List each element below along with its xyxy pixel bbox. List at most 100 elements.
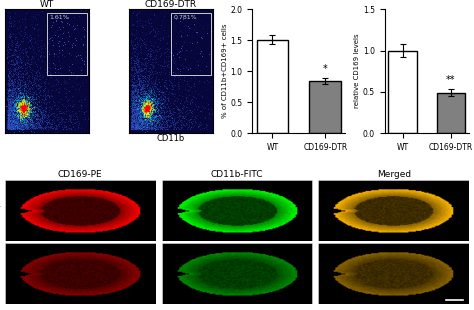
- Point: [132, 117, 140, 122]
- Point: [160, 112, 167, 117]
- Point: [20, 110, 27, 115]
- Point: [18, 127, 26, 132]
- Point: [22, 113, 30, 117]
- Point: [181, 113, 189, 118]
- Point: [6, 80, 13, 85]
- Point: [137, 113, 145, 118]
- Point: [44, 56, 51, 61]
- Point: [12, 100, 19, 105]
- Point: [5, 71, 13, 76]
- Point: [146, 99, 154, 104]
- Point: [12, 122, 19, 127]
- Point: [132, 118, 140, 123]
- Point: [132, 66, 140, 71]
- Point: [147, 96, 155, 101]
- Point: [165, 113, 173, 118]
- Point: [17, 122, 24, 127]
- Point: [150, 81, 158, 86]
- Point: [18, 122, 25, 127]
- Point: [37, 103, 45, 108]
- Point: [146, 89, 153, 94]
- Point: [19, 104, 27, 108]
- Point: [186, 108, 194, 113]
- Point: [128, 126, 136, 131]
- Point: [138, 108, 146, 113]
- Point: [6, 16, 13, 20]
- Point: [77, 97, 85, 102]
- Point: [148, 121, 155, 126]
- Point: [45, 43, 53, 48]
- Point: [136, 106, 144, 111]
- Point: [32, 116, 39, 121]
- Point: [5, 104, 12, 109]
- Point: [44, 120, 51, 125]
- Point: [23, 119, 30, 124]
- Point: [60, 78, 67, 83]
- Point: [199, 106, 207, 111]
- Point: [145, 99, 152, 104]
- Point: [132, 123, 140, 128]
- Point: [20, 102, 27, 107]
- Point: [5, 112, 12, 117]
- Point: [137, 110, 145, 115]
- Point: [84, 117, 91, 122]
- Point: [12, 104, 20, 109]
- Point: [9, 72, 17, 77]
- Point: [23, 105, 30, 110]
- Point: [140, 108, 148, 113]
- Point: [17, 108, 24, 113]
- Point: [27, 109, 35, 114]
- Point: [18, 113, 26, 118]
- Point: [22, 83, 30, 88]
- Point: [20, 108, 27, 113]
- Point: [7, 110, 14, 115]
- Point: [14, 113, 22, 118]
- Point: [128, 101, 136, 106]
- Point: [21, 105, 28, 110]
- Point: [13, 107, 21, 112]
- Point: [137, 76, 145, 81]
- Point: [72, 50, 80, 55]
- Point: [164, 114, 172, 119]
- Point: [7, 123, 14, 128]
- Point: [132, 69, 139, 74]
- Point: [174, 38, 182, 43]
- Point: [21, 111, 29, 116]
- Point: [19, 108, 27, 113]
- Point: [21, 110, 28, 115]
- Point: [143, 106, 150, 111]
- Point: [140, 111, 148, 116]
- Point: [133, 82, 140, 87]
- Point: [153, 123, 160, 128]
- Point: [13, 115, 20, 120]
- Point: [23, 121, 30, 126]
- Point: [137, 43, 144, 48]
- Point: [33, 114, 41, 119]
- Point: [144, 52, 151, 57]
- Point: [153, 123, 160, 128]
- Point: [4, 74, 12, 79]
- Point: [20, 103, 27, 108]
- Point: [139, 120, 147, 125]
- Point: [5, 119, 13, 124]
- Point: [209, 7, 216, 12]
- Point: [64, 98, 71, 103]
- Point: [133, 108, 141, 113]
- Point: [53, 102, 61, 107]
- Point: [145, 108, 153, 113]
- Point: [160, 51, 168, 56]
- Point: [159, 118, 166, 123]
- Point: [151, 99, 159, 104]
- Point: [9, 115, 17, 120]
- Point: [128, 114, 136, 119]
- Point: [21, 101, 28, 106]
- Point: [173, 58, 180, 63]
- Point: [149, 62, 156, 67]
- Point: [4, 102, 12, 107]
- Point: [20, 119, 27, 124]
- Point: [22, 93, 30, 98]
- Point: [131, 107, 138, 112]
- Point: [133, 72, 141, 77]
- Point: [22, 111, 30, 116]
- Point: [157, 126, 165, 131]
